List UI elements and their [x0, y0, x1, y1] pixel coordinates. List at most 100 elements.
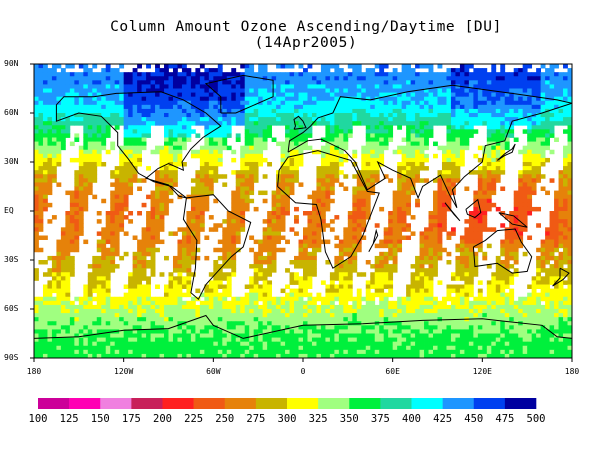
ozone-cell [406, 145, 411, 151]
ozone-cell [240, 202, 246, 208]
ozone-cell [388, 280, 394, 285]
ozone-cell [468, 215, 474, 220]
ozone-cell [415, 268, 420, 273]
ozone-cell [388, 215, 394, 220]
ozone-cell [190, 243, 196, 249]
ozone-cell [276, 304, 281, 310]
ozone-cell [128, 141, 134, 147]
ozone-cell [137, 129, 142, 134]
ozone-cell [486, 174, 492, 179]
ozone-cell [83, 80, 89, 85]
ozone-cell [231, 84, 237, 89]
ozone-cell [132, 153, 138, 159]
ozone-cell [500, 170, 506, 175]
ozone-cell [446, 194, 452, 200]
ozone-cell [42, 194, 48, 200]
ozone-cell [56, 145, 62, 151]
ozone-cell [464, 100, 470, 106]
ozone-cell [267, 239, 273, 245]
ozone-cell [455, 141, 461, 147]
ozone-cell [289, 157, 295, 163]
ozone-cell [549, 113, 555, 118]
ozone-cell [491, 68, 497, 73]
ozone-cell [69, 100, 75, 106]
ozone-cell [388, 84, 394, 89]
ozone-cell [495, 137, 501, 142]
ozone-cell [563, 149, 568, 155]
ozone-cell [141, 292, 147, 298]
ozone-cell [338, 251, 344, 257]
ozone-cell [137, 288, 142, 294]
ozone-cell [217, 92, 223, 98]
ozone-cell [486, 170, 492, 175]
ozone-cell [137, 264, 142, 269]
ozone-cell [262, 304, 268, 310]
ozone-cell [240, 108, 246, 114]
ozone-cell [253, 100, 259, 106]
ozone-cell [141, 247, 147, 253]
ozone-cell [38, 125, 44, 130]
ozone-cell [545, 272, 550, 277]
ozone-cell [47, 284, 53, 289]
ozone-cell [199, 76, 205, 81]
ozone-cell [262, 247, 268, 253]
ozone-cell [361, 162, 367, 167]
ozone-cell [320, 92, 326, 98]
ozone-cell [172, 137, 178, 142]
ozone-cell [450, 100, 456, 106]
ozone-cell [527, 72, 533, 77]
ozone-cell [495, 80, 501, 85]
ozone-cell [285, 268, 290, 273]
ozone-cell [356, 231, 362, 236]
ozone-cell [172, 292, 178, 298]
ozone-cell [468, 251, 474, 257]
ozone-cell [563, 194, 568, 200]
ozone-cell [137, 239, 142, 245]
ozone-cell [334, 104, 340, 110]
ozone-cell [199, 198, 205, 204]
ozone-cell [280, 88, 286, 93]
ozone-cell [491, 166, 497, 171]
ozone-cell [38, 211, 44, 216]
ozone-cell [549, 231, 555, 236]
ozone-cell [401, 88, 407, 93]
ozone-cell [60, 264, 66, 269]
ozone-cell [504, 92, 510, 98]
ozone-cell [392, 260, 398, 265]
ozone-cell [226, 223, 232, 228]
ozone-cell [146, 219, 151, 224]
ozone-cell [83, 104, 89, 110]
ozone-cell [513, 96, 519, 102]
ozone-cell [455, 88, 461, 93]
ozone-cell [87, 300, 93, 306]
ozone-cell [222, 137, 228, 142]
ozone-cell [325, 206, 331, 212]
ozone-cell [316, 96, 322, 102]
ozone-cell [168, 198, 174, 204]
ozone-cell [146, 296, 151, 302]
ozone-cell [325, 88, 331, 93]
ozone-cell [311, 104, 317, 110]
ozone-cell [383, 64, 389, 69]
ozone-cell [262, 84, 268, 89]
ozone-cell [504, 215, 510, 220]
ozone-cell [410, 186, 416, 191]
ozone-cell [280, 84, 286, 89]
ozone-cell [320, 304, 326, 310]
ozone-cell [433, 227, 438, 232]
ozone-cell [424, 243, 429, 249]
ozone-cell [329, 100, 335, 106]
ozone-cell [536, 100, 542, 106]
ozone-cell [298, 108, 304, 114]
ozone-cell [47, 309, 53, 314]
ozone-cell [128, 157, 134, 163]
ozone-cell [563, 296, 568, 302]
ozone-cell [567, 125, 572, 130]
ozone-cell [567, 68, 572, 73]
ozone-cell [137, 92, 142, 98]
ozone-cell [253, 292, 259, 298]
ozone-cell [365, 170, 371, 175]
ozone-cell [428, 84, 434, 89]
ozone-cell [504, 264, 510, 269]
ozone-cell [419, 162, 425, 167]
